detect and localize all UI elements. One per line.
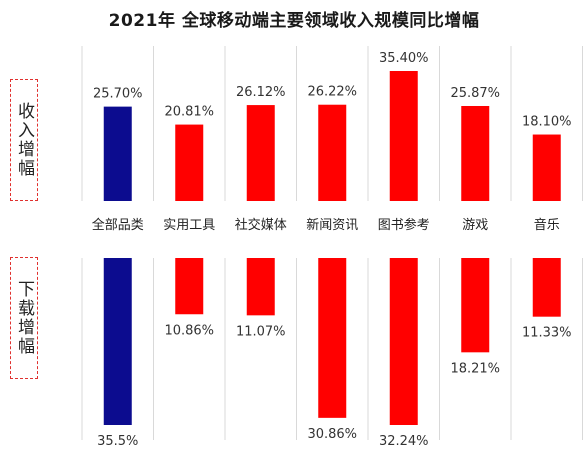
download-bar — [246, 258, 275, 316]
revenue-bar — [318, 104, 347, 201]
download-value-label: 11.07% — [236, 324, 286, 339]
revenue-value-label: 35.40% — [379, 51, 429, 66]
download-side-label: 下载增幅 — [10, 257, 38, 379]
revenue-bar — [389, 71, 418, 201]
revenue-value-label: 20.81% — [164, 105, 214, 120]
download-bar — [532, 258, 561, 317]
category-label: 社交媒体 — [235, 217, 287, 233]
revenue-bar — [175, 124, 204, 201]
category-label: 实用工具 — [163, 218, 215, 233]
download-value-label: 30.86% — [307, 427, 357, 442]
category-label: 全部品类 — [92, 217, 144, 233]
download-value-label: 18.21% — [450, 361, 500, 376]
revenue-bar — [532, 134, 561, 201]
download-value-label: 35.5% — [97, 434, 138, 449]
revenue-bar — [461, 105, 490, 201]
chart-title: 2021年 全球移动端主要领域收入规模同比增幅 — [108, 11, 480, 31]
revenue-value-label: 26.12% — [236, 85, 286, 100]
revenue-bar — [103, 106, 132, 201]
revenue-side-label: 收入增幅 — [10, 79, 38, 201]
revenue-value-label: 25.87% — [450, 86, 500, 101]
revenue-value-label: 26.22% — [307, 85, 357, 100]
category-label: 游戏 — [462, 218, 488, 233]
download-bar — [175, 258, 204, 315]
category-label: 音乐 — [534, 217, 560, 233]
category-label: 新闻资讯 — [306, 217, 358, 233]
download-bar — [103, 258, 132, 425]
category-label: 图书参考 — [378, 217, 430, 233]
revenue-value-label: 18.10% — [522, 115, 572, 130]
revenue-bar — [246, 105, 275, 201]
download-bar — [389, 258, 418, 425]
revenue-value-label: 25.70% — [93, 87, 143, 102]
download-bar — [461, 258, 490, 353]
download-bar — [318, 258, 347, 418]
download-value-label: 32.24% — [379, 434, 429, 449]
download-value-label: 11.33% — [522, 326, 572, 341]
download-value-label: 10.86% — [164, 323, 214, 338]
